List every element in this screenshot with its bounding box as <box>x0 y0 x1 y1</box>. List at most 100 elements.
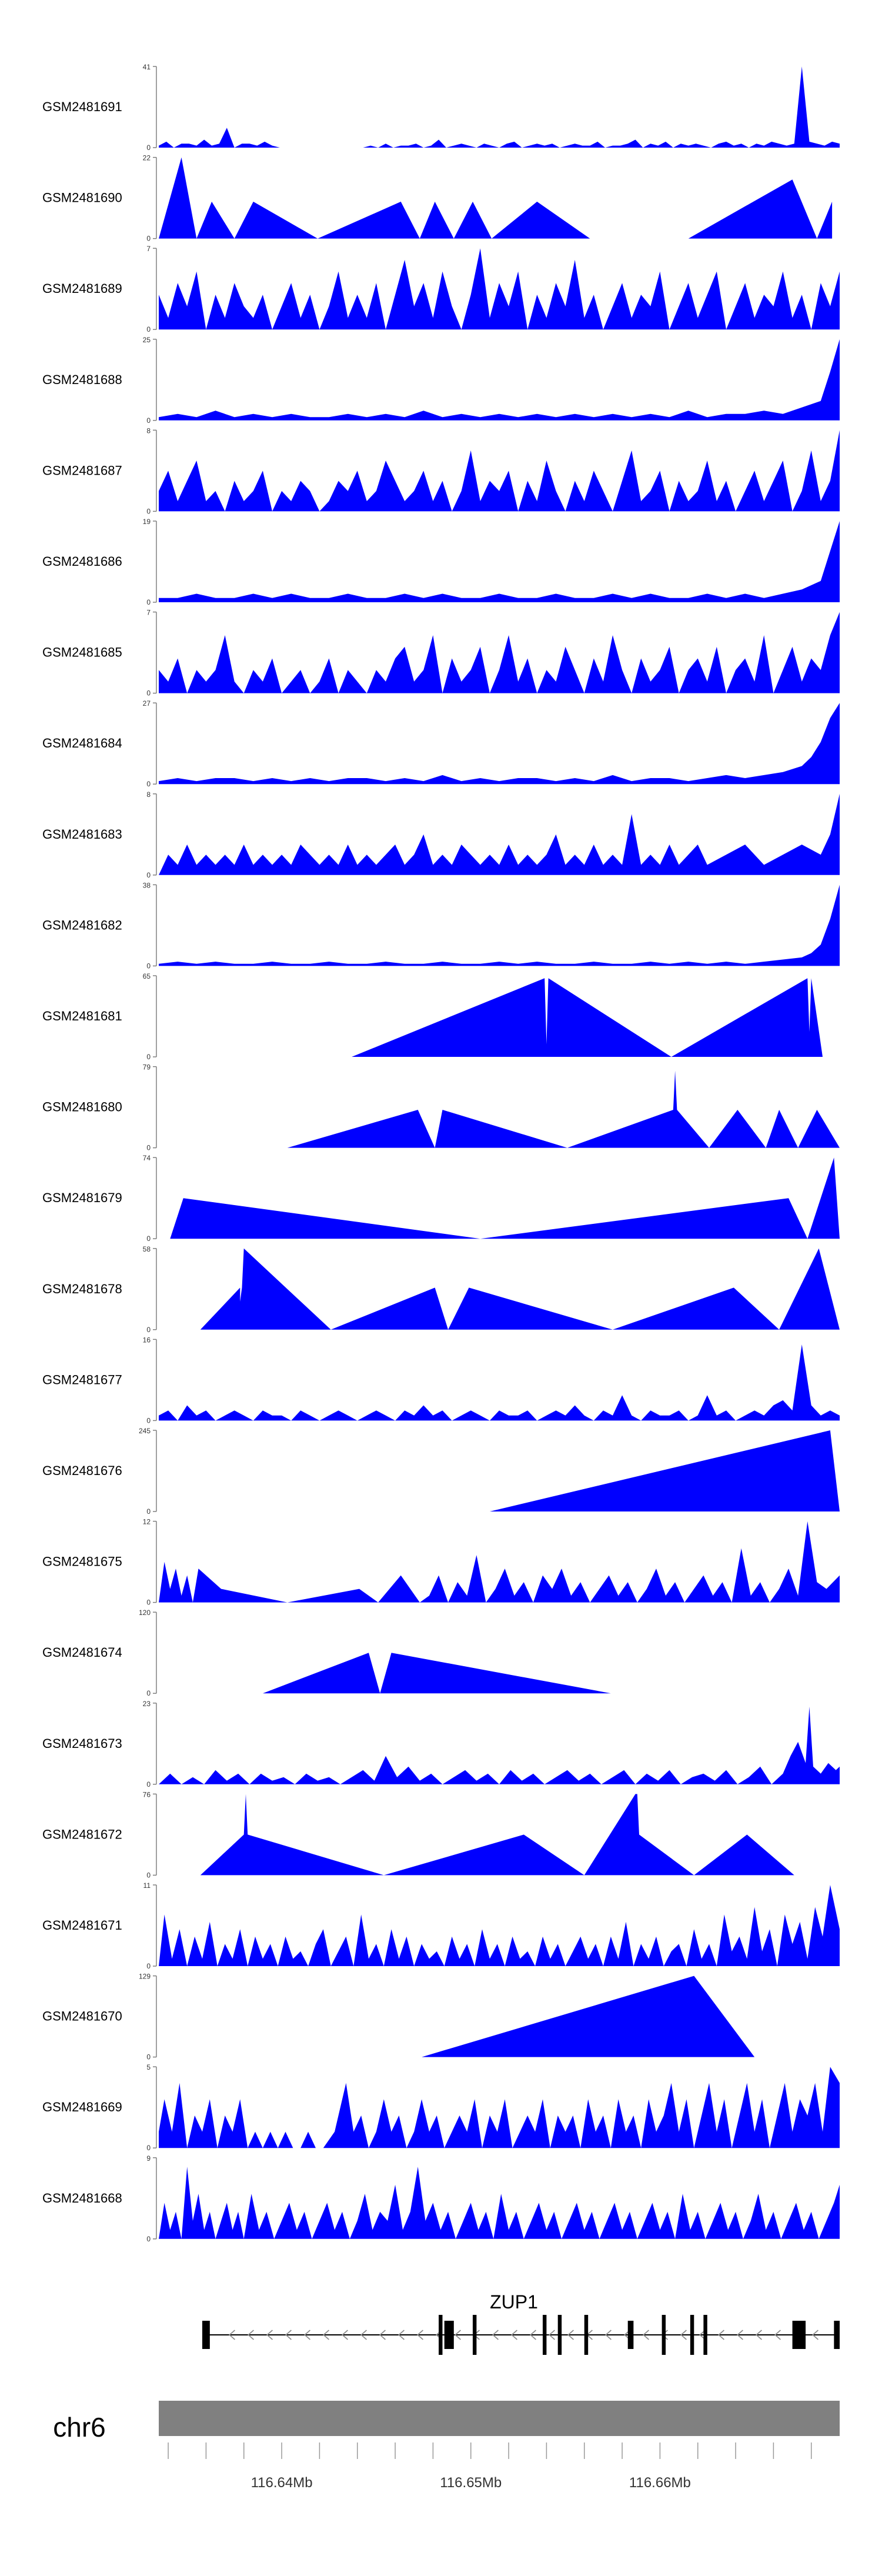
coverage-area <box>159 1885 840 1966</box>
y-min-label: 0 <box>146 1326 151 1334</box>
track-label: GSM2481681 <box>42 1009 122 1023</box>
coverage-area <box>159 430 840 512</box>
chromosome-label: chr6 <box>53 2412 105 2442</box>
y-max-label: 120 <box>139 1609 151 1617</box>
y-max-label: 23 <box>143 1700 151 1708</box>
y-max-label: 245 <box>139 1427 151 1435</box>
track-GSM2481682: GSM2481682 38 0 <box>42 881 840 970</box>
exon <box>834 2321 840 2349</box>
strand-arrow <box>455 2330 462 2340</box>
y-min-label: 0 <box>146 416 151 425</box>
y-max-label: 79 <box>143 1063 151 1072</box>
strand-arrow <box>643 2330 650 2340</box>
y-max-label: 7 <box>146 609 151 617</box>
strand-arrow <box>398 2330 405 2340</box>
y-max-label: 65 <box>143 972 151 980</box>
exon <box>690 2315 694 2355</box>
track-GSM2481690: GSM2481690 22 0 <box>42 154 833 243</box>
track-GSM2481678: GSM2481678 58 0 <box>42 1245 840 1334</box>
y-max-label: 9 <box>146 2154 151 2163</box>
track-label: GSM2481678 <box>42 1282 122 1296</box>
strand-arrow <box>266 2330 273 2340</box>
coverage-area <box>159 157 833 239</box>
y-min-label: 0 <box>146 1234 151 1243</box>
strand-arrow <box>680 2330 687 2340</box>
y-max-label: 7 <box>146 245 151 253</box>
y-min-label: 0 <box>146 871 151 879</box>
y-min-label: 0 <box>146 1144 151 1152</box>
axis-tick-label: 116.65Mb <box>440 2475 502 2491</box>
exon <box>202 2321 210 2349</box>
y-min-label: 0 <box>146 325 151 333</box>
y-max-label: 22 <box>143 154 151 162</box>
axis-tick-label: 116.66Mb <box>629 2475 691 2491</box>
track-label: GSM2481683 <box>42 827 122 842</box>
y-min-label: 0 <box>146 780 151 788</box>
coverage-area <box>159 1430 840 1511</box>
track-label: GSM2481691 <box>42 99 122 114</box>
y-max-label: 129 <box>139 1973 151 1981</box>
track-GSM2481684: GSM2481684 27 0 <box>42 699 840 788</box>
y-min-label: 0 <box>146 2235 151 2243</box>
strand-arrow <box>492 2330 499 2340</box>
exon <box>792 2321 806 2349</box>
y-min-label: 0 <box>146 1962 151 1970</box>
genome-axis-track: chr6 116.64Mb 116.65Mb 116.66Mb <box>53 2401 840 2491</box>
gene-model-track: ZUP1 <box>202 2291 840 2355</box>
track-GSM2481687: GSM2481687 8 0 <box>42 426 840 515</box>
strand-arrow <box>605 2330 612 2340</box>
y-min-label: 0 <box>146 2144 151 2152</box>
y-min-label: 0 <box>146 1689 151 1697</box>
coverage-area <box>159 793 840 875</box>
track-label: GSM2481677 <box>42 1372 122 1387</box>
exon <box>627 2321 634 2349</box>
track-label: GSM2481690 <box>42 191 122 205</box>
track-GSM2481668: GSM2481668 9 0 <box>42 2154 840 2243</box>
strand-arrow <box>530 2330 537 2340</box>
exon <box>444 2321 454 2349</box>
coverage-area <box>159 1794 840 1876</box>
coverage-area <box>159 1248 840 1330</box>
y-max-label: 27 <box>143 699 151 708</box>
y-max-label: 41 <box>143 63 151 71</box>
coverage-area <box>159 1521 840 1603</box>
exon <box>472 2315 477 2355</box>
track-GSM2481675: GSM2481675 12 0 <box>42 1518 840 1607</box>
y-min-label: 0 <box>146 1507 151 1516</box>
track-label: GSM2481676 <box>42 1463 122 1478</box>
y-max-label: 12 <box>143 1518 151 1526</box>
track-label: GSM2481688 <box>42 372 122 387</box>
track-label: GSM2481675 <box>42 1554 122 1569</box>
track-GSM2481689: GSM2481689 7 0 <box>42 245 840 333</box>
track-GSM2481681: GSM2481681 65 0 <box>42 972 840 1061</box>
strand-arrow <box>417 2330 424 2340</box>
track-label: GSM2481671 <box>42 1918 122 1933</box>
y-max-label: 8 <box>146 426 151 435</box>
gene-name: ZUP1 <box>490 2291 538 2313</box>
track-GSM2481676: GSM2481676 245 0 <box>42 1427 840 1516</box>
track-label: GSM2481668 <box>42 2191 122 2205</box>
y-max-label: 58 <box>143 1245 151 1253</box>
coverage-area <box>159 1976 840 2057</box>
strand-arrow <box>323 2330 330 2340</box>
coverage-area <box>159 1070 840 1148</box>
y-min-label: 0 <box>146 598 151 606</box>
coverage-area <box>159 1344 840 1421</box>
y-max-label: 74 <box>143 1154 151 1162</box>
track-GSM2481691: GSM2481691 41 0 <box>42 63 840 152</box>
y-min-label: 0 <box>146 1780 151 1788</box>
y-min-label: 0 <box>146 1053 151 1061</box>
exon <box>703 2315 707 2355</box>
y-max-label: 38 <box>143 881 151 889</box>
y-max-label: 25 <box>143 336 151 344</box>
strand-arrow <box>379 2330 386 2340</box>
coverage-area <box>159 1706 840 1784</box>
track-GSM2481670: GSM2481670 129 0 <box>42 1973 840 2061</box>
y-max-label: 19 <box>143 518 151 526</box>
track-GSM2481672: GSM2481672 76 0 <box>42 1790 840 1879</box>
y-min-label: 0 <box>146 689 151 698</box>
track-GSM2481677: GSM2481677 16 0 <box>42 1336 840 1424</box>
coverage-area <box>159 1157 840 1239</box>
y-min-label: 0 <box>146 2053 151 2061</box>
coverage-area <box>159 66 840 148</box>
